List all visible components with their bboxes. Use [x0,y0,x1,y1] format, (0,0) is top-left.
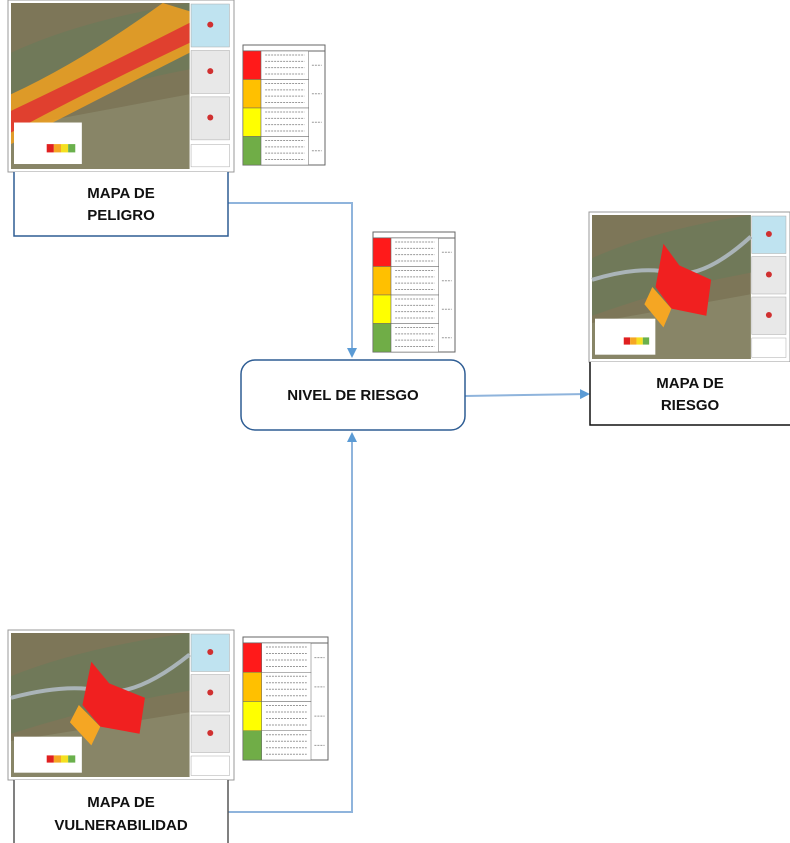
level-cell [373,324,391,353]
locator-mark [766,312,772,318]
node-riesgo: MAPA DE RIESGO [590,362,790,425]
level-cell [373,238,391,267]
map-image [8,630,234,780]
level-table [373,232,455,352]
level-cell [243,51,261,80]
level-cell [243,702,262,731]
legend-swatch [68,755,75,762]
locator-mark [207,690,213,696]
page: {"nodes": [ {"id": "peligro", "lines": [… [0,0,790,843]
level-cell [243,137,261,166]
node-peligro: MAPA DE PELIGRO [14,172,228,236]
diagram: MAPA DE PELIGRO NIVEL DE RIESGO MAPA DE … [0,0,790,843]
legend-swatch [68,144,75,152]
legend-swatch [61,755,68,762]
legend-swatch [54,755,61,762]
node-label: RIESGO [661,397,720,414]
level-cell [243,108,261,137]
legend-swatch [630,337,636,344]
map-image [589,212,790,362]
legend-swatch [47,144,54,152]
connector [465,394,588,396]
level-cell [243,80,261,109]
locator-mark [207,649,213,655]
level-cell [373,267,391,296]
level-cell [243,643,262,672]
legend-swatch [61,144,68,152]
title-block [191,756,229,776]
map-image [8,0,234,172]
node-label: MAPA DE [656,375,724,392]
node-vulnerabilidad: MAPA DE VULNERABILIDAD [14,780,228,843]
map-legend [14,123,82,164]
title-block [752,338,786,358]
level-table [243,637,328,760]
locator-mark [207,115,213,121]
map-legend [14,737,82,773]
locator-mark [207,730,213,736]
legend-swatch [624,337,630,344]
legend-swatch [54,144,61,152]
connector [228,203,352,356]
node-label: VULNERABILIDAD [54,817,187,834]
legend-swatch [47,755,54,762]
level-cell [243,731,262,760]
node-box [590,362,790,425]
locator-mark [766,231,772,237]
locator-mark [207,22,213,28]
node-label: MAPA DE [87,794,155,811]
map-legend [595,319,655,355]
node-nivel: NIVEL DE RIESGO [241,360,465,430]
legend-swatch [636,337,642,344]
node-box [14,172,228,236]
level-cell [243,672,262,701]
node-label: PELIGRO [87,207,155,224]
locator-mark [766,272,772,278]
level-table [243,45,325,165]
level-cell [373,295,391,324]
title-block [191,144,229,166]
node-label: MAPA DE [87,185,155,202]
node-label: NIVEL DE RIESGO [287,387,419,404]
legend-swatch [643,337,649,344]
locator-mark [207,68,213,74]
